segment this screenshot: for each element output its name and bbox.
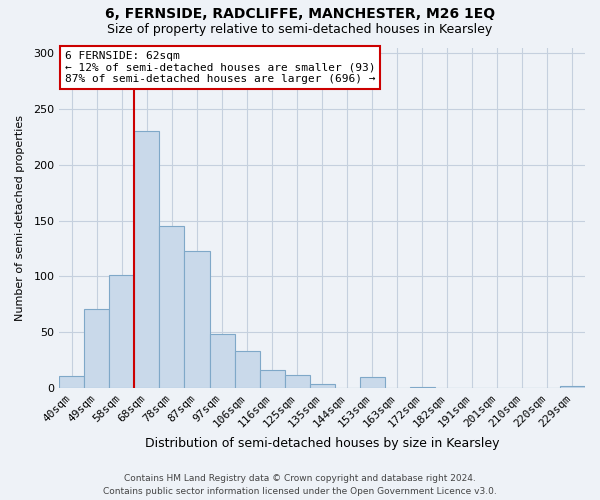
Text: Size of property relative to semi-detached houses in Kearsley: Size of property relative to semi-detach… [107,22,493,36]
Bar [134,132,160,388]
Bar [260,370,284,388]
Y-axis label: Number of semi-detached properties: Number of semi-detached properties [15,115,25,321]
Bar [184,250,209,388]
X-axis label: Distribution of semi-detached houses by size in Kearsley: Distribution of semi-detached houses by … [145,437,499,450]
Text: 6 FERNSIDE: 62sqm
← 12% of semi-detached houses are smaller (93)
87% of semi-det: 6 FERNSIDE: 62sqm ← 12% of semi-detached… [65,51,375,84]
Bar [310,384,335,388]
Bar [209,334,235,388]
Bar [59,376,85,388]
Bar [560,386,585,388]
Text: Contains HM Land Registry data © Crown copyright and database right 2024.
Contai: Contains HM Land Registry data © Crown c… [103,474,497,496]
Bar [410,387,435,388]
Bar [284,374,310,388]
Bar [360,377,385,388]
Bar [85,309,109,388]
Bar [109,276,134,388]
Text: 6, FERNSIDE, RADCLIFFE, MANCHESTER, M26 1EQ: 6, FERNSIDE, RADCLIFFE, MANCHESTER, M26 … [105,8,495,22]
Bar [160,226,184,388]
Bar [235,351,260,388]
